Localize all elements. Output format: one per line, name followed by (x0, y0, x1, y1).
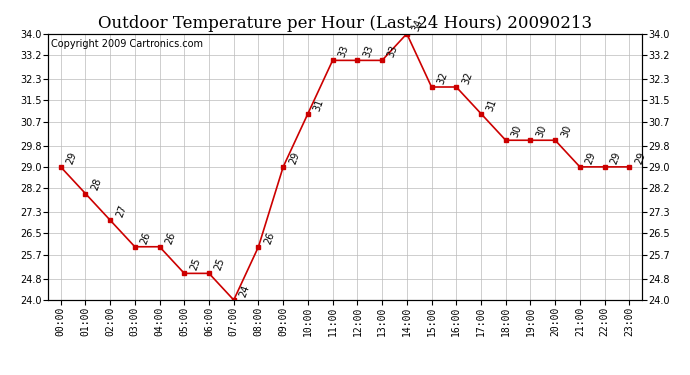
Text: 34: 34 (411, 17, 424, 32)
Text: 27: 27 (115, 204, 128, 219)
Text: 33: 33 (362, 44, 375, 59)
Text: 29: 29 (633, 150, 647, 165)
Text: 25: 25 (188, 257, 202, 272)
Text: 26: 26 (164, 230, 177, 245)
Text: 31: 31 (485, 97, 499, 112)
Text: 32: 32 (460, 70, 474, 86)
Text: 30: 30 (535, 124, 548, 139)
Text: 31: 31 (312, 97, 326, 112)
Text: 29: 29 (609, 150, 622, 165)
Text: 26: 26 (263, 230, 276, 245)
Text: Copyright 2009 Cartronics.com: Copyright 2009 Cartronics.com (51, 39, 204, 49)
Text: 29: 29 (287, 150, 301, 165)
Text: 28: 28 (90, 177, 104, 192)
Text: 25: 25 (213, 257, 227, 272)
Text: 33: 33 (337, 44, 351, 59)
Text: 30: 30 (560, 124, 573, 139)
Text: 26: 26 (139, 230, 152, 245)
Text: 24: 24 (238, 284, 252, 298)
Text: 33: 33 (386, 44, 400, 59)
Text: 29: 29 (584, 150, 598, 165)
Text: 29: 29 (65, 150, 79, 165)
Text: 30: 30 (510, 124, 524, 139)
Title: Outdoor Temperature per Hour (Last 24 Hours) 20090213: Outdoor Temperature per Hour (Last 24 Ho… (98, 15, 592, 32)
Text: 32: 32 (435, 70, 449, 86)
